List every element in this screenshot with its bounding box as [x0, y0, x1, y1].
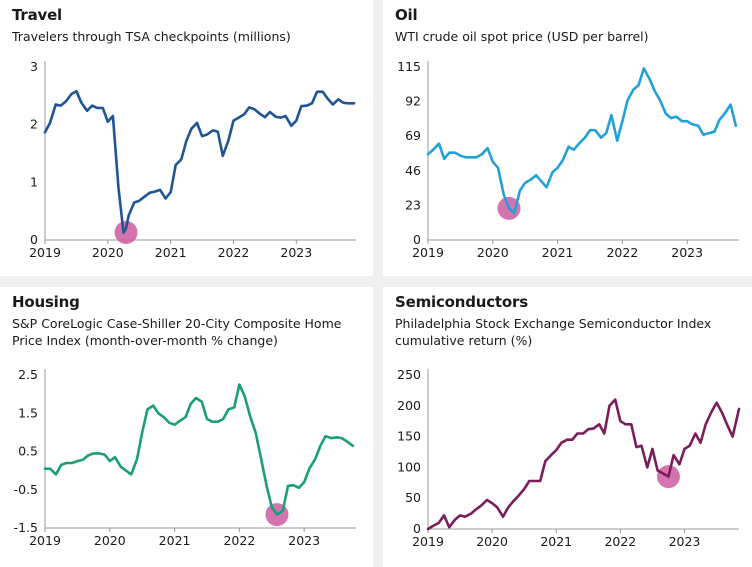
- semi-xtick-label: 2021: [540, 534, 572, 549]
- semi-xtick-label: 2022: [604, 534, 636, 549]
- travel-ytick-label: 0: [30, 232, 38, 247]
- semi-ytick-label: 200: [397, 398, 421, 413]
- travel-xtick-label: 2021: [155, 245, 187, 260]
- oil-ytick-label: 69: [405, 128, 421, 143]
- housing-xtick-label: 2022: [223, 533, 255, 548]
- semi-ytick-label: 100: [397, 459, 421, 474]
- semi-xtick-label: 2019: [412, 534, 444, 549]
- housing-ytick-label: -1.5: [14, 520, 38, 535]
- oil-xtick-label: 2022: [606, 245, 638, 260]
- oil-xtick-label: 2020: [477, 245, 509, 260]
- housing-ytick-label: 2.5: [18, 367, 38, 382]
- housing-xtick-label: 2021: [159, 533, 191, 548]
- semi-chart: 0 50 100 150 200 250 2019 2020 2021 2022 2023: [397, 367, 741, 549]
- oil-ytick-label: 92: [405, 94, 421, 109]
- semi-xtick-label: 2023: [669, 534, 701, 549]
- oil-ytick-label: 0: [413, 232, 421, 247]
- semi-subtitle: Philadelphia Stock Exchange Semiconducto…: [395, 316, 712, 348]
- housing-panel: Housing S&P CoreLogic Case-Shiller 20-Ci…: [0, 287, 373, 567]
- housing-xtick-label: 2023: [288, 533, 320, 548]
- housing-xtick-label: 2019: [29, 533, 61, 548]
- oil-xtick-label: 2021: [542, 245, 574, 260]
- travel-chart: 0 1 2 3 2019 2020 2021 2022 2023: [29, 59, 356, 260]
- travel-ytick-label: 3: [30, 59, 38, 74]
- semi-title: Semiconductors: [395, 293, 528, 311]
- semi-ytick-label: 150: [397, 429, 421, 444]
- semi-panel: Semiconductors Philadelphia Stock Exchan…: [383, 287, 752, 567]
- travel-title: Travel: [12, 6, 62, 24]
- travel-xtick-label: 2023: [280, 245, 312, 260]
- oil-title: Oil: [395, 6, 418, 24]
- travel-highlight-marker: [114, 221, 138, 245]
- oil-xtick-label: 2019: [412, 245, 444, 260]
- housing-chart: -1.5 -0.5 0.5 1.5 2.5 2019 2020 2021 2022 2023: [14, 367, 356, 548]
- oil-ytick-label: 23: [405, 197, 421, 212]
- oil-panel: Oil WTI crude oil spot price (USD per ba…: [383, 0, 752, 276]
- housing-xtick-label: 2020: [94, 533, 126, 548]
- travel-ytick-label: 1: [30, 174, 38, 189]
- oil-series-line: [426, 67, 738, 215]
- oil-chart: 0 23 46 69 92 115 2019 2020 2021 2022 2023: [397, 59, 739, 260]
- semi-ytick-label: 250: [397, 367, 421, 382]
- oil-ytick-label: 115: [397, 59, 421, 74]
- housing-title: Housing: [12, 293, 80, 311]
- travel-subtitle: Travelers through TSA checkpoints (milli…: [12, 29, 291, 44]
- travel-ytick-label: 2: [30, 117, 38, 132]
- semi-series-line: [426, 398, 741, 531]
- oil-xtick-label: 2023: [671, 245, 703, 260]
- semi-ytick-label: 0: [413, 521, 421, 536]
- housing-ytick-label: 0.5: [18, 444, 38, 459]
- housing-series-line: [43, 383, 355, 516]
- travel-series-line: [43, 89, 356, 234]
- semi-xtick-label: 2020: [476, 534, 508, 549]
- travel-xtick-label: 2019: [29, 245, 61, 260]
- travel-xtick-label: 2022: [218, 245, 250, 260]
- oil-subtitle: WTI crude oil spot price (USD per barrel…: [395, 29, 649, 44]
- semi-ytick-label: 50: [405, 490, 421, 505]
- housing-subtitle: S&P CoreLogic Case-Shiller 20-City Compo…: [12, 316, 342, 348]
- travel-xtick-label: 2020: [92, 245, 124, 260]
- housing-ytick-label: 1.5: [18, 405, 38, 420]
- travel-panel: Travel Travelers through TSA checkpoints…: [0, 0, 373, 276]
- oil-ytick-label: 46: [405, 163, 421, 178]
- housing-ytick-label: -0.5: [14, 482, 38, 497]
